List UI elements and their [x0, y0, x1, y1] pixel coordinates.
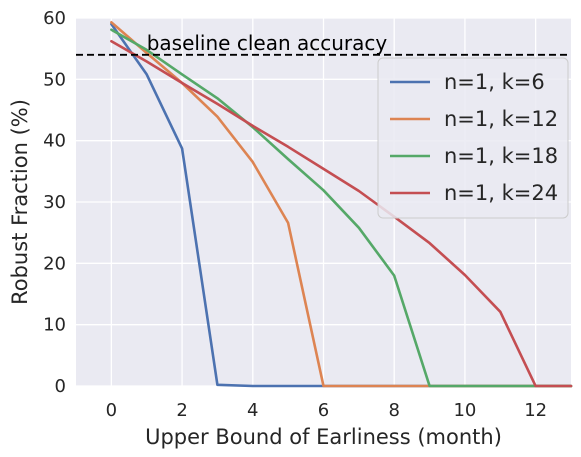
legend-label-1: n=1, k=6: [444, 70, 545, 94]
series-lines: [110, 20, 573, 388]
reference-line-group: baseline clean accuracy: [76, 31, 571, 56]
x-axis-label: Upper Bound of Earliness (month): [145, 425, 502, 449]
legend-label-3: n=1, k=18: [444, 144, 558, 168]
x-tick-label: 2: [176, 400, 187, 421]
legend-label-2: n=1, k=12: [444, 107, 558, 131]
series-line-4: [110, 39, 573, 388]
y-tick-label: 50: [43, 69, 66, 90]
x-tick-label: 12: [524, 400, 547, 421]
legend-box: [377, 57, 569, 219]
y-tick-label: 20: [43, 253, 66, 274]
tick-labels: 0 2 4 6 8 10 12 0 10 20 30 40 50 60: [43, 8, 547, 421]
y-tick-label: 10: [43, 315, 66, 336]
x-tick-label: 8: [388, 400, 399, 421]
legend: n=1, k=6 n=1, k=12 n=1, k=18 n=1, k=24: [377, 57, 569, 219]
baseline-annotation: baseline clean accuracy: [147, 31, 388, 55]
y-tick-label: 30: [43, 192, 66, 213]
y-tick-label: 40: [43, 131, 66, 152]
y-tick-label: 60: [43, 8, 66, 29]
y-tick-label: 0: [55, 376, 66, 397]
legend-label-4: n=1, k=24: [444, 181, 558, 205]
y-axis-label: Robust Fraction (%): [8, 99, 32, 305]
x-tick-label: 10: [453, 400, 476, 421]
x-tick-label: 4: [247, 400, 258, 421]
x-tick-label: 6: [318, 400, 329, 421]
x-tick-label: 0: [106, 400, 117, 421]
series-line-3: [110, 28, 573, 388]
